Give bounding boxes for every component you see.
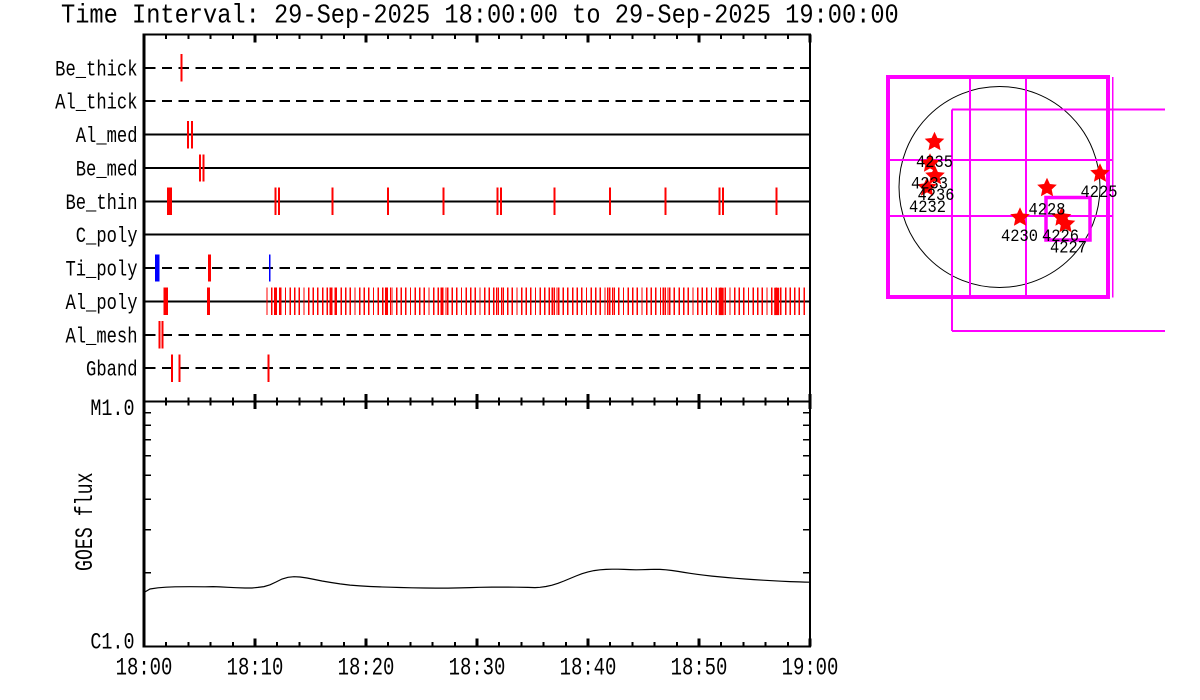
svg-text:4228: 4228	[1029, 201, 1066, 221]
svg-text:18:30: 18:30	[449, 654, 506, 682]
svg-text:19:00: 19:00	[782, 654, 839, 682]
svg-text:Al_poly: Al_poly	[65, 291, 137, 316]
svg-text:Al_mesh: Al_mesh	[65, 324, 137, 349]
svg-text:18:40: 18:40	[560, 654, 617, 682]
svg-text:Al_med: Al_med	[76, 124, 138, 149]
svg-text:4225: 4225	[1081, 183, 1118, 203]
svg-text:4233: 4233	[911, 175, 948, 195]
svg-text:C_poly: C_poly	[76, 224, 138, 249]
svg-text:4230: 4230	[1001, 227, 1038, 247]
svg-text:Be_thin: Be_thin	[65, 191, 137, 216]
svg-text:M1.0: M1.0	[90, 397, 134, 422]
svg-text:Al_thick: Al_thick	[55, 91, 137, 116]
svg-text:4232: 4232	[909, 198, 946, 218]
svg-text:GOES flux: GOES flux	[71, 472, 100, 571]
svg-text:Be_thick: Be_thick	[55, 58, 137, 83]
svg-text:Ti_poly: Ti_poly	[65, 258, 137, 283]
svg-text:Time Interval: 29-Sep-2025 18:: Time Interval: 29-Sep-2025 18:00:00 to 2…	[61, 0, 899, 31]
svg-text:C1.0: C1.0	[90, 631, 134, 656]
svg-text:18:10: 18:10	[227, 654, 284, 682]
svg-text:4227: 4227	[1050, 239, 1087, 259]
svg-text:18:00: 18:00	[116, 654, 173, 682]
svg-text:Gband: Gband	[86, 358, 137, 383]
svg-text:4235: 4235	[916, 153, 953, 173]
svg-text:4226: 4226	[1042, 227, 1079, 247]
svg-text:4236: 4236	[918, 186, 955, 206]
svg-text:18:20: 18:20	[338, 654, 395, 682]
svg-text:Be_med: Be_med	[76, 158, 138, 183]
svg-text:18:50: 18:50	[671, 654, 728, 682]
